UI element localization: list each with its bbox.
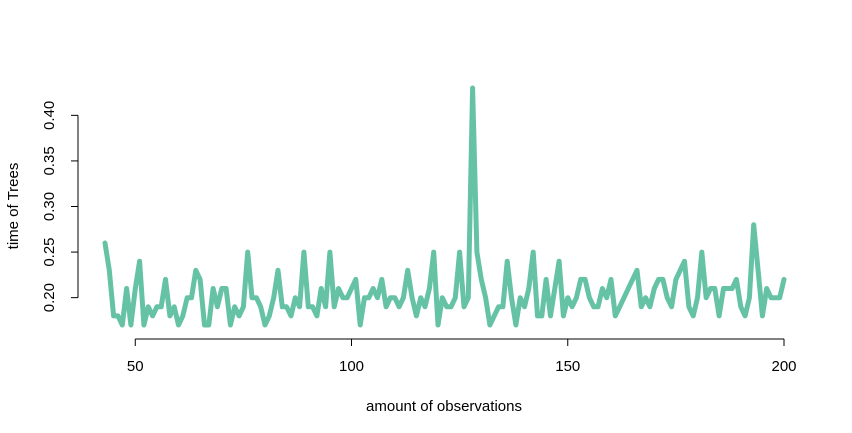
- series-line: [102, 85, 787, 328]
- x-tick-label: 50: [127, 358, 144, 375]
- y-tick-label: 0.25: [41, 237, 58, 266]
- y-tick-label: 0.20: [41, 283, 58, 312]
- y-tick-label: 0.30: [41, 192, 58, 221]
- x-tick-label: 150: [555, 358, 580, 375]
- x-axis: 50 100 150 200: [127, 338, 797, 375]
- y-axis-title: time of Trees: [5, 163, 22, 250]
- x-axis-title: amount of observations: [366, 398, 522, 415]
- y-axis: 0.20 0.25 0.30 0.35 0.40: [41, 101, 79, 312]
- x-tick-label: 200: [771, 358, 796, 375]
- y-tick-label: 0.35: [41, 146, 58, 175]
- y-tick-label: 0.40: [41, 101, 58, 130]
- x-tick-label: 100: [339, 358, 364, 375]
